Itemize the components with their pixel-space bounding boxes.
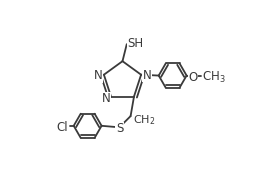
- Text: N: N: [101, 92, 110, 105]
- Text: S: S: [116, 122, 123, 135]
- Text: CH$_2$: CH$_2$: [133, 113, 155, 127]
- Text: O: O: [188, 71, 198, 84]
- Text: Cl: Cl: [56, 121, 68, 134]
- Text: N: N: [93, 69, 102, 82]
- Text: SH: SH: [128, 37, 144, 50]
- Text: CH$_3$: CH$_3$: [202, 70, 226, 85]
- Text: N: N: [143, 69, 151, 82]
